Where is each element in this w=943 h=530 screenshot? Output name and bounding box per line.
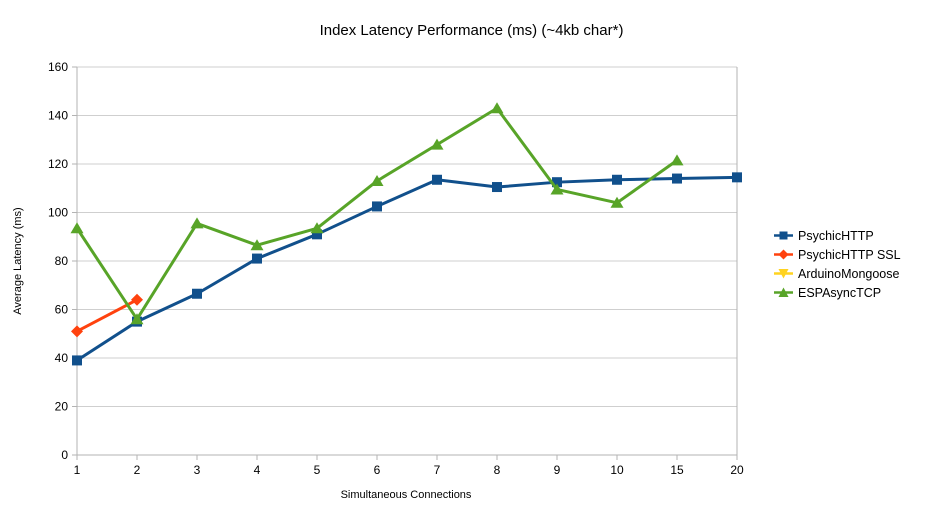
legend-label: PsychicHTTP SSL (798, 247, 901, 262)
series-psychichttp-ssl (71, 293, 143, 338)
x-tick-label: 1 (74, 463, 81, 477)
data-point-marker (71, 325, 83, 338)
y-tick-label: 120 (48, 157, 68, 171)
x-tick-label: 8 (494, 463, 501, 477)
y-tick-label: 40 (55, 351, 69, 365)
legend-label: ESPAsyncTCP (798, 285, 882, 300)
series-psychichttp (72, 172, 742, 366)
legend-marker-diamond (774, 249, 793, 260)
series-espasynctcp (70, 102, 684, 325)
y-tick-label: 140 (48, 109, 68, 123)
data-point-marker (492, 182, 502, 193)
data-point-marker (552, 177, 562, 188)
x-tick-label: 9 (554, 463, 561, 477)
data-point-marker (72, 355, 82, 366)
x-tick-label: 2 (134, 463, 141, 477)
x-axis-title: Simultaneous Connections (340, 489, 472, 501)
y-tick-label: 160 (48, 60, 68, 74)
legend-marker-square (774, 231, 793, 240)
series-line-espasynctcp (75, 106, 678, 321)
x-tick-label: 3 (194, 463, 201, 477)
y-tick-label: 0 (61, 448, 68, 462)
y-tick-label: 20 (55, 400, 69, 414)
data-point-marker (490, 102, 504, 114)
legend-item-psychichttp: PsychicHTTP (774, 226, 901, 245)
data-point-marker (190, 217, 204, 229)
data-point-marker (310, 222, 324, 234)
data-point-marker (550, 183, 564, 195)
legend-item-arduinomongoose: ArduinoMongoose (774, 264, 901, 283)
x-tick-label: 15 (670, 463, 684, 477)
data-point-marker (131, 293, 143, 306)
chart-title: Index Latency Performance (ms) (~4kb cha… (319, 22, 624, 39)
data-point-marker (670, 154, 684, 166)
data-point-marker (250, 239, 264, 251)
legend-item-espasynctcp: ESPAsyncTCP (774, 283, 901, 302)
legend-marker-triangle-down-icon (774, 269, 793, 279)
series-line-psychichttp (76, 175, 738, 362)
data-point-marker (430, 138, 444, 150)
legend-item-psychichttp-ssl: PsychicHTTP SSL (774, 245, 901, 264)
data-point-marker (372, 201, 382, 212)
data-point-marker (70, 222, 84, 234)
data-point-marker (192, 288, 202, 299)
x-tick-label: 4 (254, 463, 261, 477)
x-tick-label: 5 (314, 463, 321, 477)
legend-marker-shape (779, 231, 788, 240)
y-tick-label: 80 (55, 254, 69, 268)
legend-label: PsychicHTTP (798, 228, 874, 243)
data-point-marker (672, 173, 682, 184)
data-point-marker (370, 174, 384, 186)
y-tick-label: 60 (55, 303, 69, 317)
x-tick-label: 7 (434, 463, 441, 477)
legend-marker-shape (778, 269, 789, 279)
legend-label: ArduinoMongoose (798, 266, 900, 281)
legend-marker-triangle-up-icon (774, 287, 793, 297)
data-point-marker (612, 174, 622, 185)
x-tick-label: 6 (374, 463, 381, 477)
x-tick-label: 10 (610, 463, 624, 477)
x-tick-label: 20 (730, 463, 744, 477)
data-point-marker (312, 229, 322, 240)
data-point-marker (732, 172, 742, 183)
legend-marker-shape (778, 249, 789, 260)
data-point-marker (610, 196, 624, 208)
data-point-marker (252, 253, 262, 264)
legend-marker-shape (778, 287, 789, 297)
y-tick-label: 100 (48, 206, 68, 220)
data-point-marker (130, 313, 144, 325)
data-point-marker (432, 174, 442, 185)
legend: PsychicHTTP PsychicHTTP SSL ArduinoMongo… (774, 226, 901, 302)
